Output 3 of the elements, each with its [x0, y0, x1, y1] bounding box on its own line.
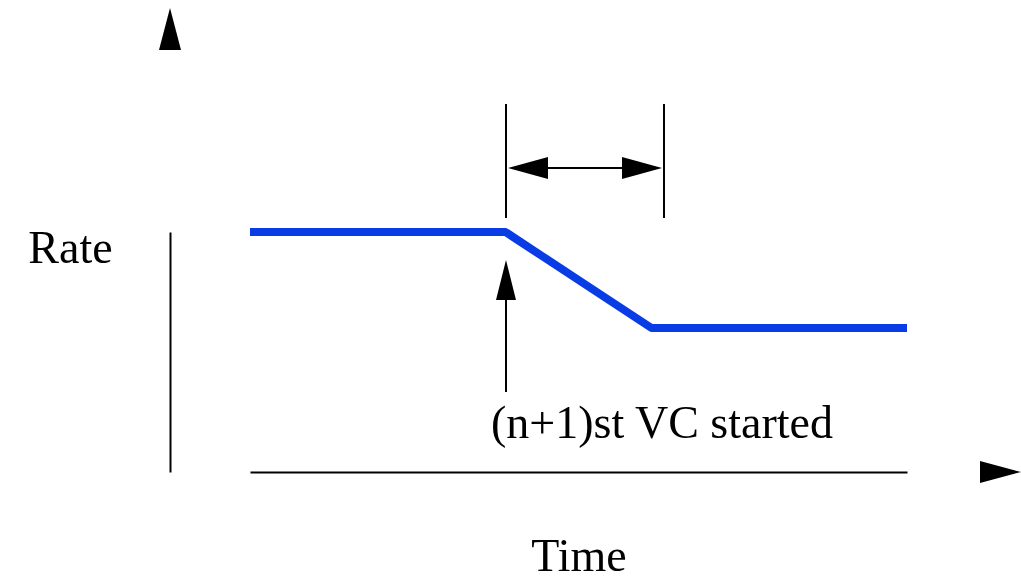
annotation: (n+1)st VC started	[491, 397, 833, 448]
y-axis-title: Rate	[28, 221, 113, 273]
x-axis-title: Time	[531, 529, 627, 581]
